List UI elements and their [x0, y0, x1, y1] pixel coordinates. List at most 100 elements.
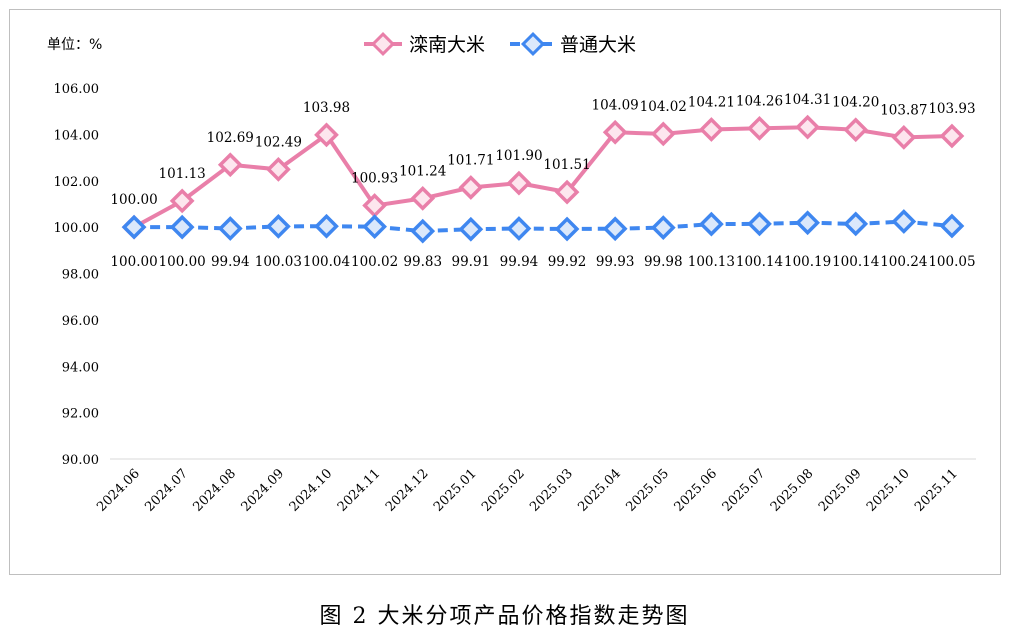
x-tick-label: 2025.07: [720, 466, 769, 515]
data-point-series-2: [121, 214, 147, 240]
data-point-series-2: [314, 213, 339, 239]
y-tick-label: 98.00: [62, 268, 99, 283]
data-label-series-1: 103.87: [880, 102, 927, 118]
y-tick-label: 106.00: [54, 82, 100, 97]
data-label-series-1: 103.93: [928, 101, 975, 117]
data-point-series-1: [554, 179, 580, 205]
data-point-series-2: [843, 211, 869, 237]
legend-label-series-2: 普通大米: [560, 34, 636, 56]
legend-item-series-2: 普通大米: [510, 31, 636, 57]
data-label-series-2: 100.24: [880, 254, 927, 270]
legend-label-series-1: 滦南大米: [409, 34, 485, 56]
data-point-series-1: [458, 175, 484, 200]
data-point-series-2: [217, 216, 243, 241]
data-point-series-1: [650, 121, 676, 147]
x-tick-label: 2025.05: [623, 466, 672, 515]
data-label-series-1: 104.31: [784, 92, 831, 108]
plot-area: [121, 114, 965, 244]
data-point-series-1: [314, 122, 339, 148]
x-tick-label: 2024.06: [94, 466, 143, 515]
data-label-series-2: 100.00: [110, 254, 157, 270]
data-label-series-1: 104.26: [736, 93, 783, 109]
data-point-series-2: [747, 211, 772, 237]
data-label-series-2: 99.94: [500, 254, 539, 270]
data-point-series-1: [843, 117, 869, 143]
data-label-series-1: 101.51: [543, 157, 590, 173]
data-point-series-1: [747, 115, 772, 141]
legend-item-series-1: 滦南大米: [364, 31, 485, 57]
y-tick-label: 90.00: [62, 453, 99, 468]
data-label-series-1: 104.21: [688, 95, 735, 111]
data-label-series-2: 99.91: [452, 254, 491, 270]
x-tick-label: 2025.10: [864, 466, 913, 515]
data-label-series-2: 100.19: [784, 254, 831, 270]
data-label-series-2: 100.14: [736, 254, 783, 270]
data-point-series-1: [795, 114, 820, 140]
data-label-series-1: 101.24: [399, 163, 446, 179]
x-tick-label: 2025.02: [479, 466, 528, 515]
data-label-series-2: 99.93: [596, 254, 635, 270]
x-tick-label: 2025.09: [816, 466, 865, 515]
data-point-series-1: [362, 193, 387, 218]
data-point-series-1: [699, 117, 724, 142]
data-point-series-2: [458, 216, 484, 242]
data-label-series-2: 100.13: [688, 254, 735, 270]
x-tick-label: 2025.03: [527, 466, 576, 515]
data-label-series-2: 100.02: [351, 254, 398, 270]
data-label-series-1: 100.00: [110, 192, 157, 208]
data-point-series-2: [266, 214, 291, 239]
data-label-series-1: 104.09: [592, 97, 639, 113]
data-point-series-1: [266, 157, 291, 182]
data-label-series-2: 100.05: [928, 254, 975, 270]
legend-marker-series-1: [370, 31, 396, 57]
data-label-series-1: 101.71: [447, 152, 494, 168]
figure-caption: 图 2 大米分项产品价格指数走势图: [319, 604, 690, 629]
data-point-series-2: [939, 213, 965, 239]
data-point-series-1: [169, 188, 195, 214]
data-label-series-1: 104.20: [832, 95, 879, 111]
data-label-series-2: 100.04: [303, 254, 350, 270]
data-point-series-2: [891, 209, 917, 234]
data-point-series-1: [939, 123, 965, 149]
data-label-series-1: 102.69: [207, 130, 254, 146]
x-tick-label: 2024.09: [239, 466, 288, 515]
series-line-2: [134, 219, 953, 234]
data-point-series-2: [362, 214, 387, 240]
legend-marker-series-2: [520, 31, 546, 57]
data-point-series-1: [602, 119, 628, 145]
data-point-series-2: [795, 210, 820, 236]
data-label-series-2: 99.94: [211, 254, 250, 270]
data-label-series-2: 100.03: [255, 254, 302, 270]
legend: 滦南大米 普通大米: [364, 31, 636, 57]
x-tick-label: 2025.04: [575, 466, 624, 515]
data-label-series-1: 102.49: [255, 134, 302, 150]
data-label-series-2: 99.83: [403, 254, 442, 270]
data-point-series-2: [554, 216, 580, 242]
x-tick-label: 2024.11: [335, 466, 384, 515]
data-point-series-1: [410, 185, 436, 211]
y-tick-label: 92.00: [62, 407, 99, 422]
data-label-series-1: 101.13: [159, 166, 206, 182]
x-tick-label: 2024.12: [383, 466, 432, 515]
data-label-series-2: 100.14: [832, 254, 879, 270]
data-point-series-2: [602, 216, 628, 242]
data-point-series-2: [410, 218, 436, 244]
x-tick-label: 2025.01: [431, 466, 480, 515]
data-label-series-1: 100.93: [351, 171, 398, 187]
x-tick-label: 2024.10: [287, 466, 336, 515]
data-point-series-2: [169, 214, 195, 240]
y-axis: 90.00 92.00 94.00 96.00 98.00 100.00 102.00 104…: [54, 82, 100, 468]
y-tick-label: 102.00: [54, 175, 100, 190]
y-tick-label: 100.00: [54, 221, 100, 236]
y-tick-label: 94.00: [62, 360, 99, 375]
data-label-series-2: 99.98: [644, 254, 683, 270]
data-point-series-1: [506, 170, 532, 196]
data-label-series-2: 99.92: [548, 254, 587, 270]
data-point-series-2: [699, 211, 724, 237]
data-label-series-1: 101.90: [495, 148, 542, 164]
x-axis: 2024.06 2024.07 2024.08 2024.09 2024.10 2024.…: [94, 466, 961, 515]
x-tick-label: 2024.08: [190, 466, 239, 515]
data-label-series-2: 100.00: [159, 254, 206, 270]
